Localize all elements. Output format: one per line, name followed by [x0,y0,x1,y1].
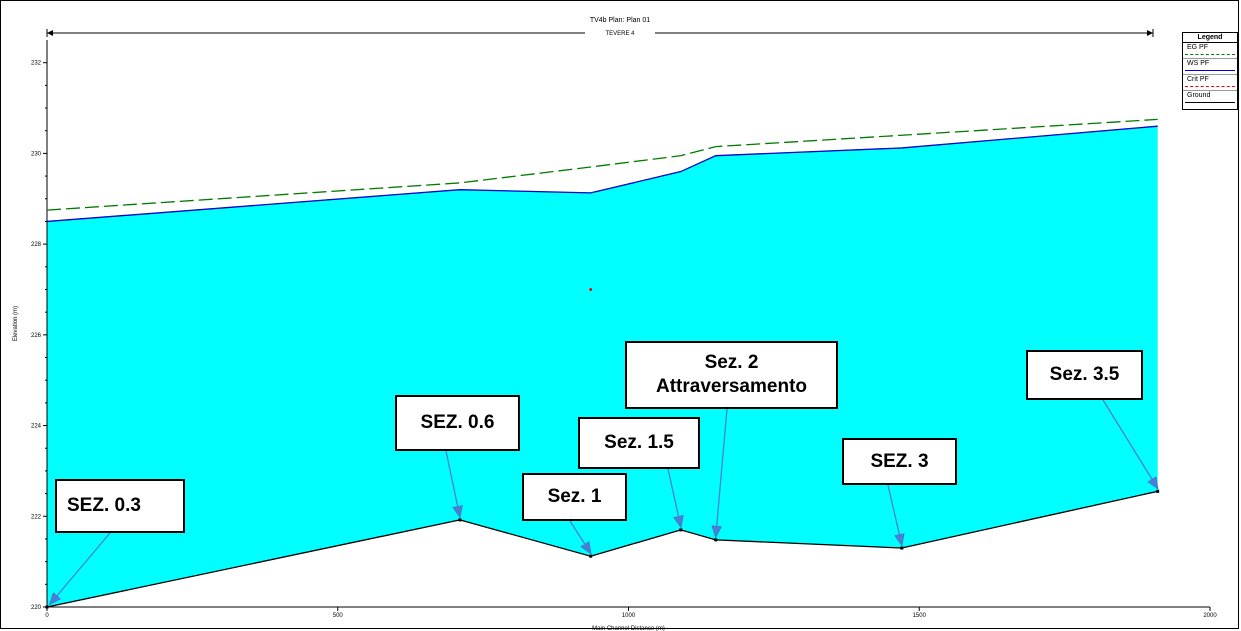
callout-arrow [1102,399,1158,488]
callout-arrow [667,468,681,527]
callout-sez-3: SEZ. 3 [842,438,957,485]
callout-sez-3-5: Sez. 3.5 [1026,350,1143,400]
callout-arrow [887,484,902,545]
y-tick-label: 230 [31,151,42,157]
callout-sez-1: Sez. 1 [522,473,627,521]
crit-point [589,287,593,291]
callout-arrow [50,532,111,604]
ground-marker [45,605,49,609]
x-tick-label: 500 [333,613,344,619]
callout-sez-0-6: SEZ. 0.6 [395,395,520,451]
callout-sez-2: Sez. 2 Attraversamento [625,341,838,409]
y-tick-label: 224 [31,424,42,430]
chart-title: TV4b Plan: Plan 01 [590,17,650,24]
reach-arrow-right [1147,30,1153,36]
callout-sez-1-5: Sez. 1.5 [578,417,700,469]
y-tick-label: 220 [31,605,42,611]
legend-item-ws: WS PF [1183,59,1237,75]
ground-marker [1156,489,1160,493]
ground-marker [589,554,593,558]
reach-label: TEVERE 4 [605,31,635,37]
x-tick-label: 1000 [622,613,636,619]
legend-label-ws: WS PF [1187,60,1210,67]
y-tick-label: 232 [31,61,42,67]
callout-arrow [445,450,460,517]
legend-item-eg: EG PF [1183,43,1237,59]
y-tick-label: 226 [31,333,42,339]
y-tick-label: 228 [31,242,42,248]
callout-arrow [716,408,728,537]
y-tick-label: 222 [31,514,42,520]
eg-line [46,118,1158,211]
legend-label-eg: EG PF [1187,44,1209,51]
legend-item-crit: Crit PF [1183,75,1237,91]
water-area [47,126,1158,608]
ground-marker [900,546,904,550]
x-axis-label: Main Channel Distance (m) [592,626,665,631]
y-axis-label: Elevation (m) [13,306,19,341]
reach-arrow-left [47,30,53,36]
legend-item-ground: Ground [1183,91,1237,106]
ground-marker [714,538,718,542]
x-tick-label: 1500 [913,613,927,619]
legend: Legend EG PF WS PF Crit PF Ground [1182,32,1238,110]
legend-label-crit: Crit PF [1187,76,1209,83]
ground-marker [458,518,462,522]
legend-title: Legend [1183,33,1237,43]
x-tick-label: 2000 [1203,613,1217,619]
callout-arrow [569,520,591,553]
callout-sez-0-3: SEZ. 0.3 [55,479,185,533]
ground-marker [679,528,683,532]
ws-line [46,125,1158,223]
legend-label-ground: Ground [1187,92,1211,99]
x-tick-label: 0 [45,613,49,619]
